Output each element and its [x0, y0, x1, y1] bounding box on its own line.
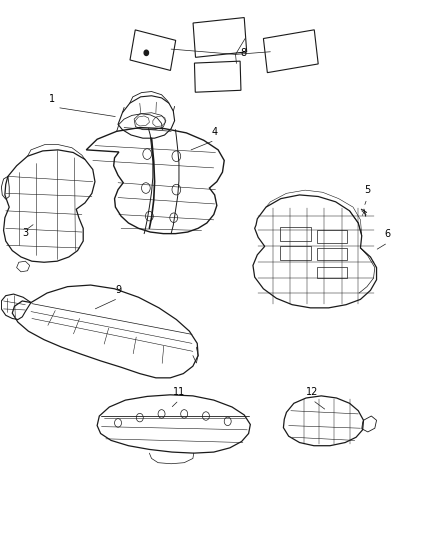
Text: 9: 9 [115, 285, 121, 295]
Circle shape [144, 50, 148, 55]
Text: 11: 11 [173, 387, 185, 397]
Text: 1: 1 [49, 94, 55, 104]
Text: 4: 4 [212, 127, 218, 137]
Text: 3: 3 [22, 229, 28, 238]
Text: 8: 8 [240, 48, 246, 58]
Text: 5: 5 [364, 185, 370, 196]
Text: 6: 6 [385, 230, 391, 239]
Text: 12: 12 [307, 387, 319, 397]
